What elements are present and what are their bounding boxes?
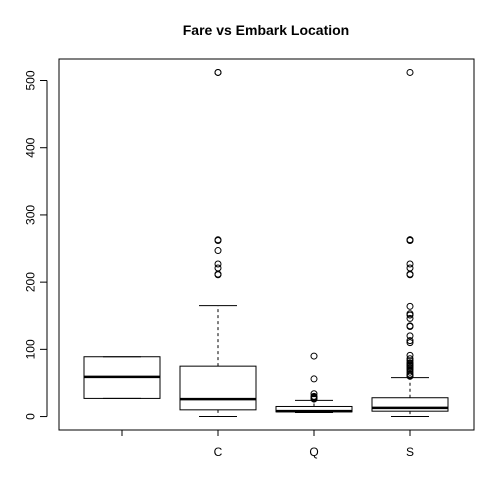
y-tick-label: 500: [23, 70, 37, 90]
outlier-point: [214, 68, 222, 76]
outlier-point: [214, 260, 222, 268]
outlier-point: [406, 351, 414, 359]
outlier-point: [406, 372, 414, 380]
outlier-point: [406, 314, 414, 322]
outlier-point: [310, 375, 318, 383]
outlier-point: [406, 332, 414, 340]
outlier-point: [214, 271, 222, 279]
outlier-point: [406, 357, 414, 365]
box-group: [275, 352, 353, 414]
outlier-point: [406, 302, 414, 310]
plot-frame: [58, 58, 475, 431]
outlier-point: [406, 311, 414, 319]
outlier-point: [214, 236, 222, 244]
box: [371, 397, 449, 412]
outlier-point: [406, 264, 414, 272]
box-group: [83, 356, 161, 399]
outlier-point: [406, 322, 414, 330]
outlier-point: [214, 247, 222, 255]
box-group: [371, 68, 449, 418]
x-tick-label: S: [406, 445, 414, 459]
outlier-point: [406, 260, 414, 268]
y-tick-label: 200: [23, 272, 37, 292]
outlier-point: [406, 236, 414, 244]
y-axis: 0 100 200 300 400 500: [23, 70, 48, 420]
outlier-point: [406, 68, 414, 76]
y-tick-label: 0: [23, 413, 37, 420]
box: [179, 365, 257, 411]
y-tick-label: 400: [23, 137, 37, 157]
outlier-point: [310, 390, 318, 398]
outlier-point: [214, 264, 222, 272]
y-tick-label: 100: [23, 339, 37, 359]
outlier-point: [406, 339, 414, 347]
chart-title: Fare vs Embark Location: [183, 22, 350, 38]
outlier-point: [310, 352, 318, 360]
box-group: [179, 68, 257, 418]
outlier-point: [310, 395, 318, 403]
x-tick-label: C: [214, 445, 223, 459]
outlier-point: [406, 271, 414, 279]
boxes: [83, 68, 449, 418]
outlier-point: [406, 368, 414, 376]
x-tick-label: Q: [309, 445, 318, 459]
y-tick-label: 300: [23, 205, 37, 225]
outlier-point: [406, 337, 414, 345]
